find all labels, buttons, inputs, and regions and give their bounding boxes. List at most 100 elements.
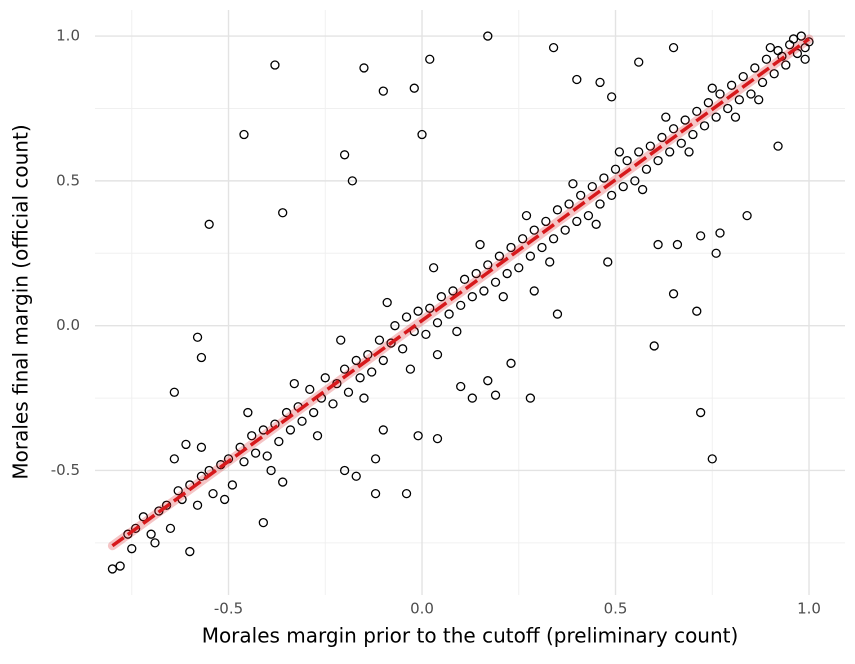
x-axis-title: Morales margin prior to the cutoff (prel… xyxy=(202,624,739,648)
point xyxy=(425,54,435,64)
y-tick-label: -0.5 xyxy=(51,461,80,479)
point xyxy=(250,448,261,458)
point xyxy=(668,124,679,134)
point xyxy=(127,544,137,554)
point xyxy=(382,297,392,308)
point xyxy=(150,538,160,548)
point xyxy=(367,367,377,377)
x-tick-label: -0.5 xyxy=(214,600,243,618)
point xyxy=(548,234,559,244)
point xyxy=(305,384,315,395)
point xyxy=(378,425,388,435)
point xyxy=(514,263,524,273)
point xyxy=(409,83,419,93)
point xyxy=(560,225,570,235)
point xyxy=(734,95,744,105)
point xyxy=(715,228,725,238)
point xyxy=(545,257,555,267)
point xyxy=(769,69,779,79)
point xyxy=(281,407,292,418)
point xyxy=(548,42,559,53)
point xyxy=(606,92,617,102)
point xyxy=(456,381,466,392)
point xyxy=(336,335,346,345)
point xyxy=(421,329,431,340)
y-tick-label: 0.5 xyxy=(56,171,80,189)
point xyxy=(796,31,806,41)
point xyxy=(123,529,133,539)
x-tick-label: 0.0 xyxy=(410,600,434,618)
point xyxy=(351,355,361,366)
point xyxy=(649,341,659,351)
point xyxy=(355,373,365,383)
point xyxy=(618,182,628,192)
point xyxy=(227,480,238,490)
point xyxy=(428,263,439,273)
point xyxy=(665,147,675,157)
point xyxy=(781,60,791,70)
point xyxy=(707,83,717,93)
point xyxy=(653,155,663,166)
point xyxy=(456,300,466,311)
point xyxy=(471,268,481,279)
point xyxy=(258,425,268,435)
point xyxy=(339,364,350,374)
point xyxy=(692,306,702,316)
point xyxy=(773,141,783,151)
point xyxy=(173,486,183,496)
point xyxy=(181,439,191,450)
point xyxy=(676,138,686,148)
point xyxy=(359,393,369,403)
point xyxy=(247,431,257,441)
point xyxy=(401,312,412,322)
point xyxy=(634,57,644,67)
point xyxy=(339,150,350,160)
point xyxy=(521,210,532,221)
point xyxy=(196,352,207,363)
point xyxy=(583,210,594,221)
point xyxy=(653,239,663,250)
point xyxy=(529,225,539,235)
point xyxy=(498,292,508,302)
point xyxy=(711,112,721,122)
point xyxy=(312,431,323,441)
point xyxy=(773,45,783,56)
point xyxy=(169,454,179,464)
point xyxy=(703,98,714,108)
point xyxy=(146,529,156,539)
point xyxy=(595,199,605,209)
point xyxy=(696,231,706,241)
point xyxy=(606,190,617,200)
point xyxy=(723,103,733,114)
point xyxy=(448,286,458,296)
point xyxy=(204,219,214,229)
point xyxy=(657,132,667,143)
point xyxy=(479,286,489,296)
point xyxy=(386,338,396,348)
point xyxy=(219,494,230,505)
point xyxy=(525,393,536,403)
point xyxy=(483,376,493,386)
point xyxy=(564,199,574,209)
point xyxy=(274,436,284,447)
point xyxy=(517,234,528,244)
point xyxy=(239,457,249,467)
x-tick-label: 1.0 xyxy=(797,600,821,618)
point xyxy=(711,248,721,258)
point xyxy=(738,71,748,82)
point xyxy=(285,425,296,435)
point xyxy=(757,77,768,88)
point xyxy=(552,309,563,319)
point xyxy=(196,442,207,452)
point xyxy=(742,210,752,221)
point xyxy=(622,155,632,166)
point xyxy=(506,358,516,368)
point xyxy=(661,112,671,122)
point xyxy=(378,86,388,96)
point xyxy=(401,488,412,499)
point xyxy=(459,274,470,284)
point xyxy=(452,326,462,337)
point xyxy=(688,129,698,140)
